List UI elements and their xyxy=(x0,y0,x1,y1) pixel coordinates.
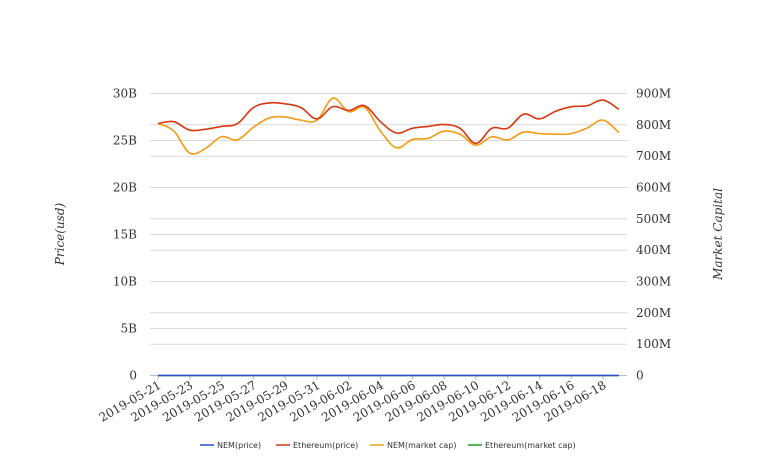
y-right-tick-label: 300M xyxy=(636,275,671,289)
y-left-tick-label: 10B xyxy=(113,275,137,289)
series-line-ethereum-price xyxy=(157,99,620,145)
y-right-tick-label: 100M xyxy=(636,337,671,351)
y-right-tick-label: 800M xyxy=(636,118,671,132)
y-right-tick-label: 600M xyxy=(636,181,671,195)
y-right-tick-label: 200M xyxy=(636,306,671,320)
y-right-tick-label: 700M xyxy=(636,149,671,163)
y-left-tick-label: 5B xyxy=(121,322,138,336)
legend-label: Ethereum(market cap) xyxy=(485,441,576,450)
y-right-tick-label: 900M xyxy=(636,87,671,101)
series-line-nem-market-cap xyxy=(157,97,620,155)
legend-label: NEM(price) xyxy=(217,441,261,450)
right-axis-ticks: 0 100M 200M 300M 400M 500M 600M 700M 800M 900M xyxy=(636,87,671,383)
y-left-tick-label: 25B xyxy=(113,134,137,148)
y-right-tick-label: 0 xyxy=(636,369,644,383)
legend-label: NEM(market cap) xyxy=(387,441,457,450)
series-lines xyxy=(157,97,620,377)
legend-label: Ethereum(price) xyxy=(293,441,358,450)
y-left-tick-label: 15B xyxy=(113,228,137,242)
y-right-tick-label: 500M xyxy=(636,212,671,226)
legend: NEM(price) Ethereum(price) NEM(market cap)… xyxy=(200,441,576,450)
grid-lines xyxy=(150,93,627,376)
y-axis-right-title: Market Capital xyxy=(711,188,725,281)
y-right-tick-label: 400M xyxy=(636,243,671,257)
y-axis-left-title: Price(usd) xyxy=(53,202,67,266)
y-left-tick-label: 0 xyxy=(129,369,137,383)
left-axis-ticks: 0 5B 10B 15B 20B 25B 30B xyxy=(113,87,137,383)
y-left-tick-label: 20B xyxy=(113,181,137,195)
x-axis-ticks: 2019-05-212019-05-232019-05-252019-05-27… xyxy=(97,375,609,425)
y-left-tick-label: 30B xyxy=(113,87,137,101)
